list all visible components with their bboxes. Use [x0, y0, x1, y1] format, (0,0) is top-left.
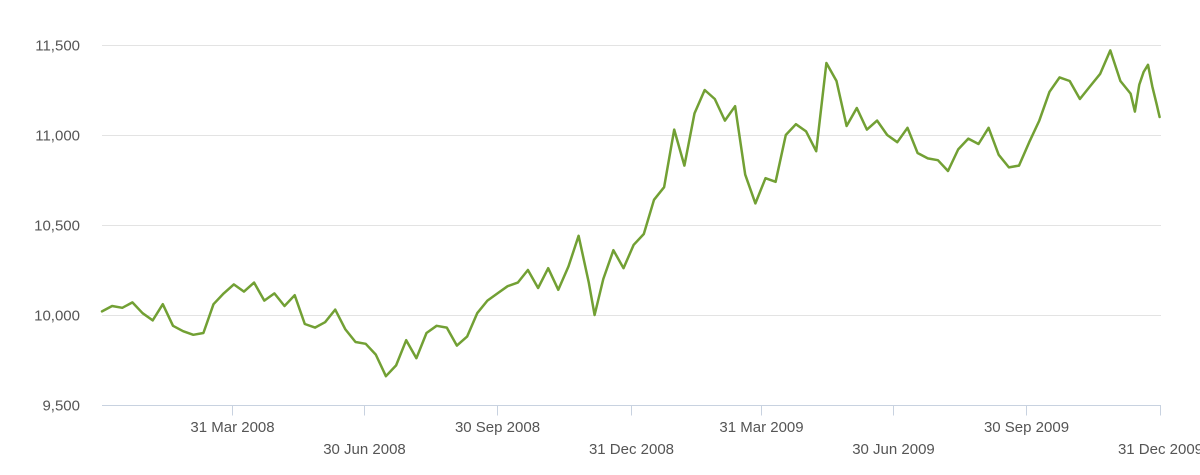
x-tick-label: 30 Jun 2008 [323, 441, 406, 458]
x-tick-label: 31 Dec 2009 [1118, 441, 1200, 458]
x-tick-label: 30 Sep 2009 [984, 419, 1069, 436]
y-tick-label: 9,500 [42, 398, 80, 415]
x-tick-label: 31 Dec 2008 [589, 441, 674, 458]
x-tick-label: 30 Sep 2008 [455, 419, 540, 436]
x-tick-label: 31 Mar 2008 [190, 419, 274, 436]
y-tick-label: 10,000 [34, 308, 80, 325]
y-tick-label: 10,500 [34, 218, 80, 235]
x-tick-label: 30 Jun 2009 [852, 441, 935, 458]
y-tick-label: 11,000 [35, 128, 80, 145]
series-layer [100, 49, 1161, 378]
y-axis-labels: 9,500 10,000 10,500 11,000 11,500 [34, 38, 80, 415]
y-tick-label: 11,500 [35, 38, 80, 55]
x-tick-label: 31 Mar 2009 [719, 419, 803, 436]
series-line-0 [100, 49, 1161, 378]
x-axis: 31 Mar 2008 30 Jun 2008 30 Sep 2008 31 Dec … [102, 405, 1200, 458]
grid-lines [102, 45, 1161, 316]
